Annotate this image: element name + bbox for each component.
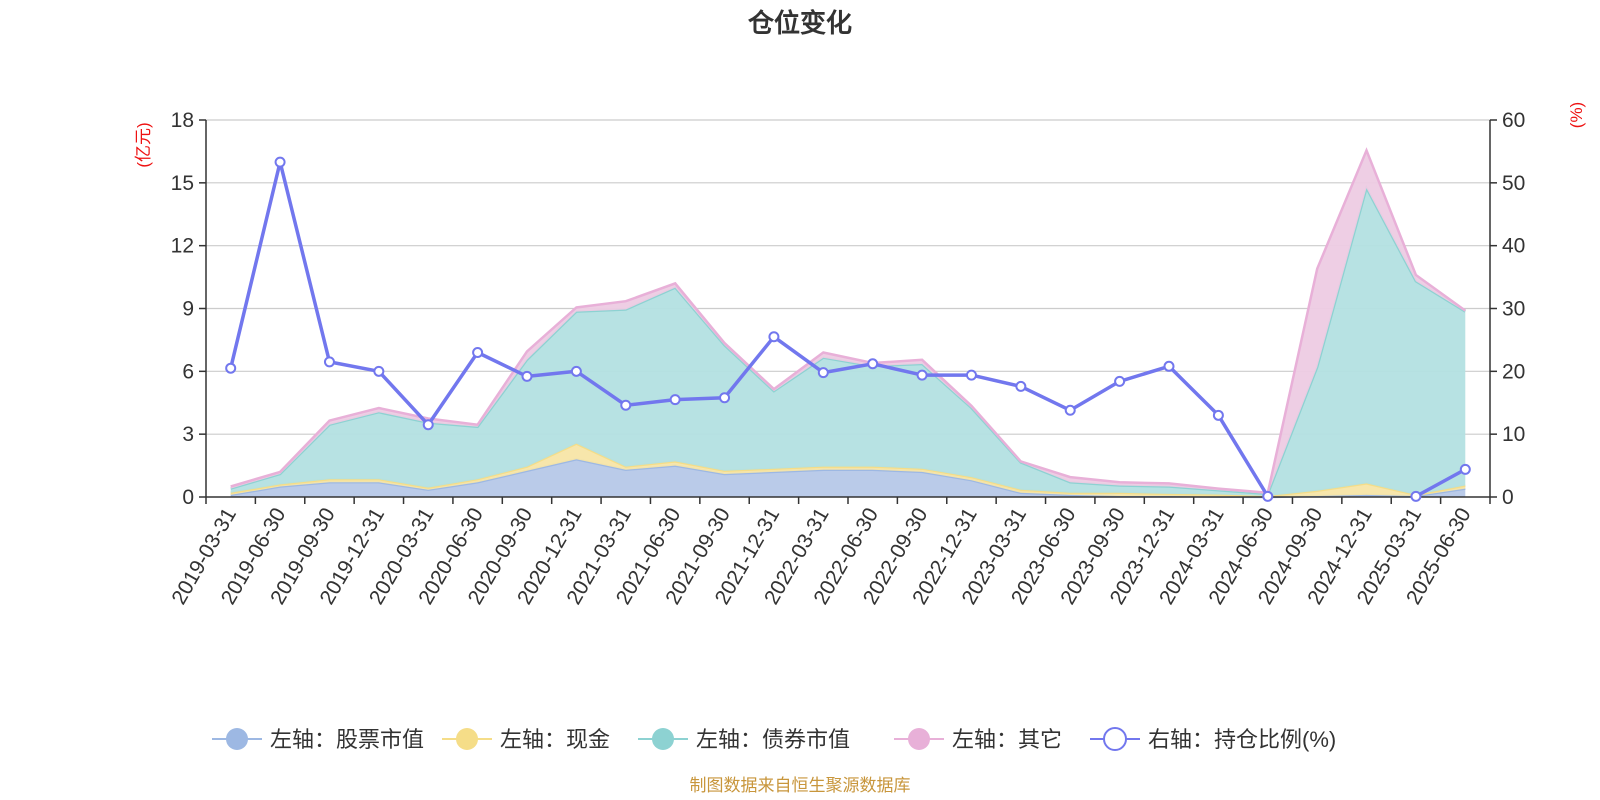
- ratio-line-path: [228, 160, 1467, 498]
- legend-marker: [908, 728, 930, 750]
- left-tick-label: 0: [182, 486, 194, 509]
- ratio-point: [620, 399, 632, 411]
- ratio-point: [867, 358, 879, 370]
- ratio-point: [1015, 380, 1027, 392]
- legend: 左轴：股票市值 左轴：现金 左轴：债券市值 左轴：其它 右轴：持仓比例(%): [212, 727, 1336, 752]
- ratio-point: [768, 331, 780, 343]
- ratio-point: [1212, 409, 1224, 421]
- ratio-point: [1064, 404, 1076, 416]
- ratio-point: [1114, 375, 1126, 387]
- legend-marker: [226, 728, 248, 750]
- stacked-areas: [230, 147, 1467, 499]
- ratio-point: [1262, 490, 1274, 502]
- legend-label: 右轴：持仓比例(%): [1148, 727, 1336, 752]
- left-tick-label: 9: [182, 298, 194, 321]
- ratio-point: [1163, 360, 1175, 372]
- legend-label: 左轴：股票市值: [270, 727, 424, 752]
- ratio-point: [1410, 490, 1422, 502]
- left-tick-label: 15: [171, 172, 194, 195]
- legend-label: 左轴：其它: [952, 727, 1062, 752]
- ratio-point: [274, 156, 286, 168]
- right-tick-label: 40: [1502, 235, 1525, 258]
- legend-item[interactable]: 左轴：债券市值: [638, 727, 850, 752]
- legend-marker: [1103, 727, 1127, 751]
- left-axis-unit: (亿元): [134, 122, 153, 167]
- right-tick-label: 10: [1502, 423, 1525, 446]
- area-series-1: [230, 443, 1466, 497]
- ratio-point: [719, 392, 731, 404]
- ratio-point: [817, 367, 829, 379]
- ratio-point: [323, 356, 335, 368]
- ratio-point: [225, 362, 237, 374]
- ratio-point: [916, 369, 928, 381]
- left-tick-label: 12: [171, 235, 194, 258]
- legend-item[interactable]: 左轴：其它: [894, 727, 1062, 752]
- left-tick-label: 18: [171, 109, 194, 132]
- ratio-point: [669, 394, 681, 406]
- ratio-line: [225, 156, 1471, 502]
- ratio-point: [965, 369, 977, 381]
- left-tick-label: 6: [182, 360, 194, 383]
- legend-marker: [456, 728, 478, 750]
- legend-item[interactable]: 左轴：现金: [442, 727, 610, 752]
- legend-item[interactable]: 左轴：股票市值: [212, 727, 424, 752]
- legend-label: 左轴：债券市值: [696, 727, 850, 752]
- legend-label: 左轴：现金: [500, 727, 610, 752]
- area-series-2: [230, 188, 1466, 496]
- ratio-point: [472, 346, 484, 358]
- right-tick-label: 20: [1502, 360, 1525, 383]
- left-tick-label: 3: [182, 423, 194, 446]
- right-tick-label: 50: [1502, 172, 1525, 195]
- legend-marker: [652, 728, 674, 750]
- right-tick-label: 30: [1502, 298, 1525, 321]
- chart-title: 仓位变化: [747, 8, 852, 38]
- source-note: 制图数据来自恒生聚源数据库: [690, 776, 911, 795]
- right-tick-label: 0: [1502, 486, 1514, 509]
- ratio-point: [570, 365, 582, 377]
- ratio-point: [373, 365, 385, 377]
- right-tick-label: 60: [1502, 109, 1525, 132]
- area-edge-3: [230, 147, 1467, 495]
- right-axis-unit: (%): [1567, 102, 1586, 128]
- ratio-point: [521, 370, 533, 382]
- gridlines: [206, 119, 1490, 435]
- ratio-point: [422, 419, 434, 431]
- ratio-point: [1459, 463, 1471, 475]
- legend-item[interactable]: 右轴：持仓比例(%): [1090, 727, 1336, 752]
